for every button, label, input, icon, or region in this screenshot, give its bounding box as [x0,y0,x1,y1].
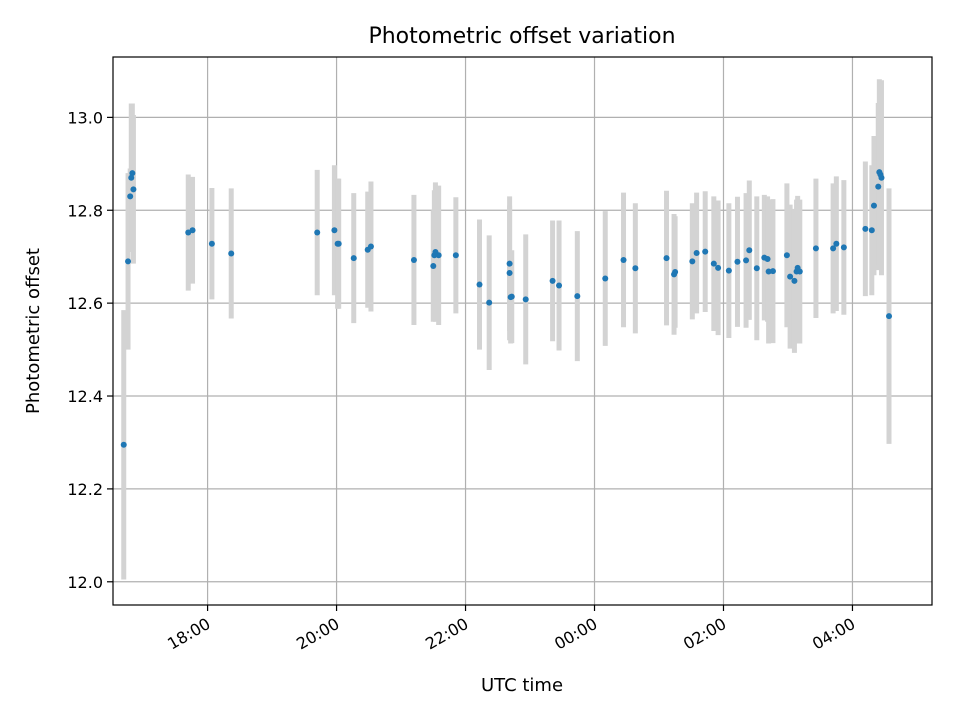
y-axis-label: Photometric offset [23,248,44,414]
data-point [130,186,137,193]
data-point [753,265,760,272]
plot-frame [112,56,933,606]
data-point [476,281,483,288]
data-point [508,293,515,300]
data-point [833,240,840,247]
y-axis-ticks: 12.0 12.2 12.4 12.6 12.8 13.0 [67,108,113,592]
data-point [632,265,639,272]
y-tick-label: 12.6 [67,294,103,313]
y-tick-label: 12.0 [67,573,103,592]
data-point [743,257,750,264]
data-point [435,252,442,259]
data-point [715,264,722,271]
data-point [228,250,235,257]
y-tick-label: 12.8 [67,201,103,220]
data-point [208,240,215,247]
data-point [367,243,374,250]
data-point [574,293,581,300]
chart-title: Photometric offset variation [368,24,675,49]
data-point [549,277,556,284]
data-point [430,262,437,269]
data-point [129,170,136,177]
data-point [862,225,869,232]
data-point [125,258,132,265]
data-point [868,227,875,234]
data-point [870,202,877,209]
data-point [783,252,790,259]
data-point [734,258,741,265]
data-point [787,273,794,280]
data-point [350,255,357,262]
x-axis-label: UTC time [481,675,563,696]
data-point [452,252,459,259]
data-point [830,245,837,252]
data-point [702,248,709,255]
data-point [486,299,493,306]
data-point [663,255,670,262]
data-point [796,268,803,275]
data-point [189,227,196,234]
data-point [791,277,798,284]
data-point [120,441,127,448]
data-point [522,296,529,303]
data-point [506,269,513,276]
y-tick-label: 12.2 [67,480,103,499]
data-point [506,260,513,267]
data-point [769,268,776,275]
data-point [725,267,732,274]
data-point [878,174,885,181]
data-point [331,227,338,234]
data-point [886,313,893,320]
data-point [620,256,627,263]
data-point [812,245,819,252]
data-point [672,269,679,276]
data-point [764,256,771,263]
data-points [120,169,893,448]
data-point [127,193,134,200]
y-tick-label: 12.4 [67,387,103,406]
data-point [410,256,417,263]
data-point [689,258,696,265]
data-point [693,249,700,256]
data-point [746,247,753,254]
data-point [602,275,609,282]
data-point [840,244,847,251]
y-tick-label: 13.0 [67,108,103,127]
data-point [314,229,321,236]
data-point [556,282,563,289]
data-point [128,174,135,181]
data-point [875,183,882,190]
data-point [710,260,717,267]
data-point [335,240,342,247]
